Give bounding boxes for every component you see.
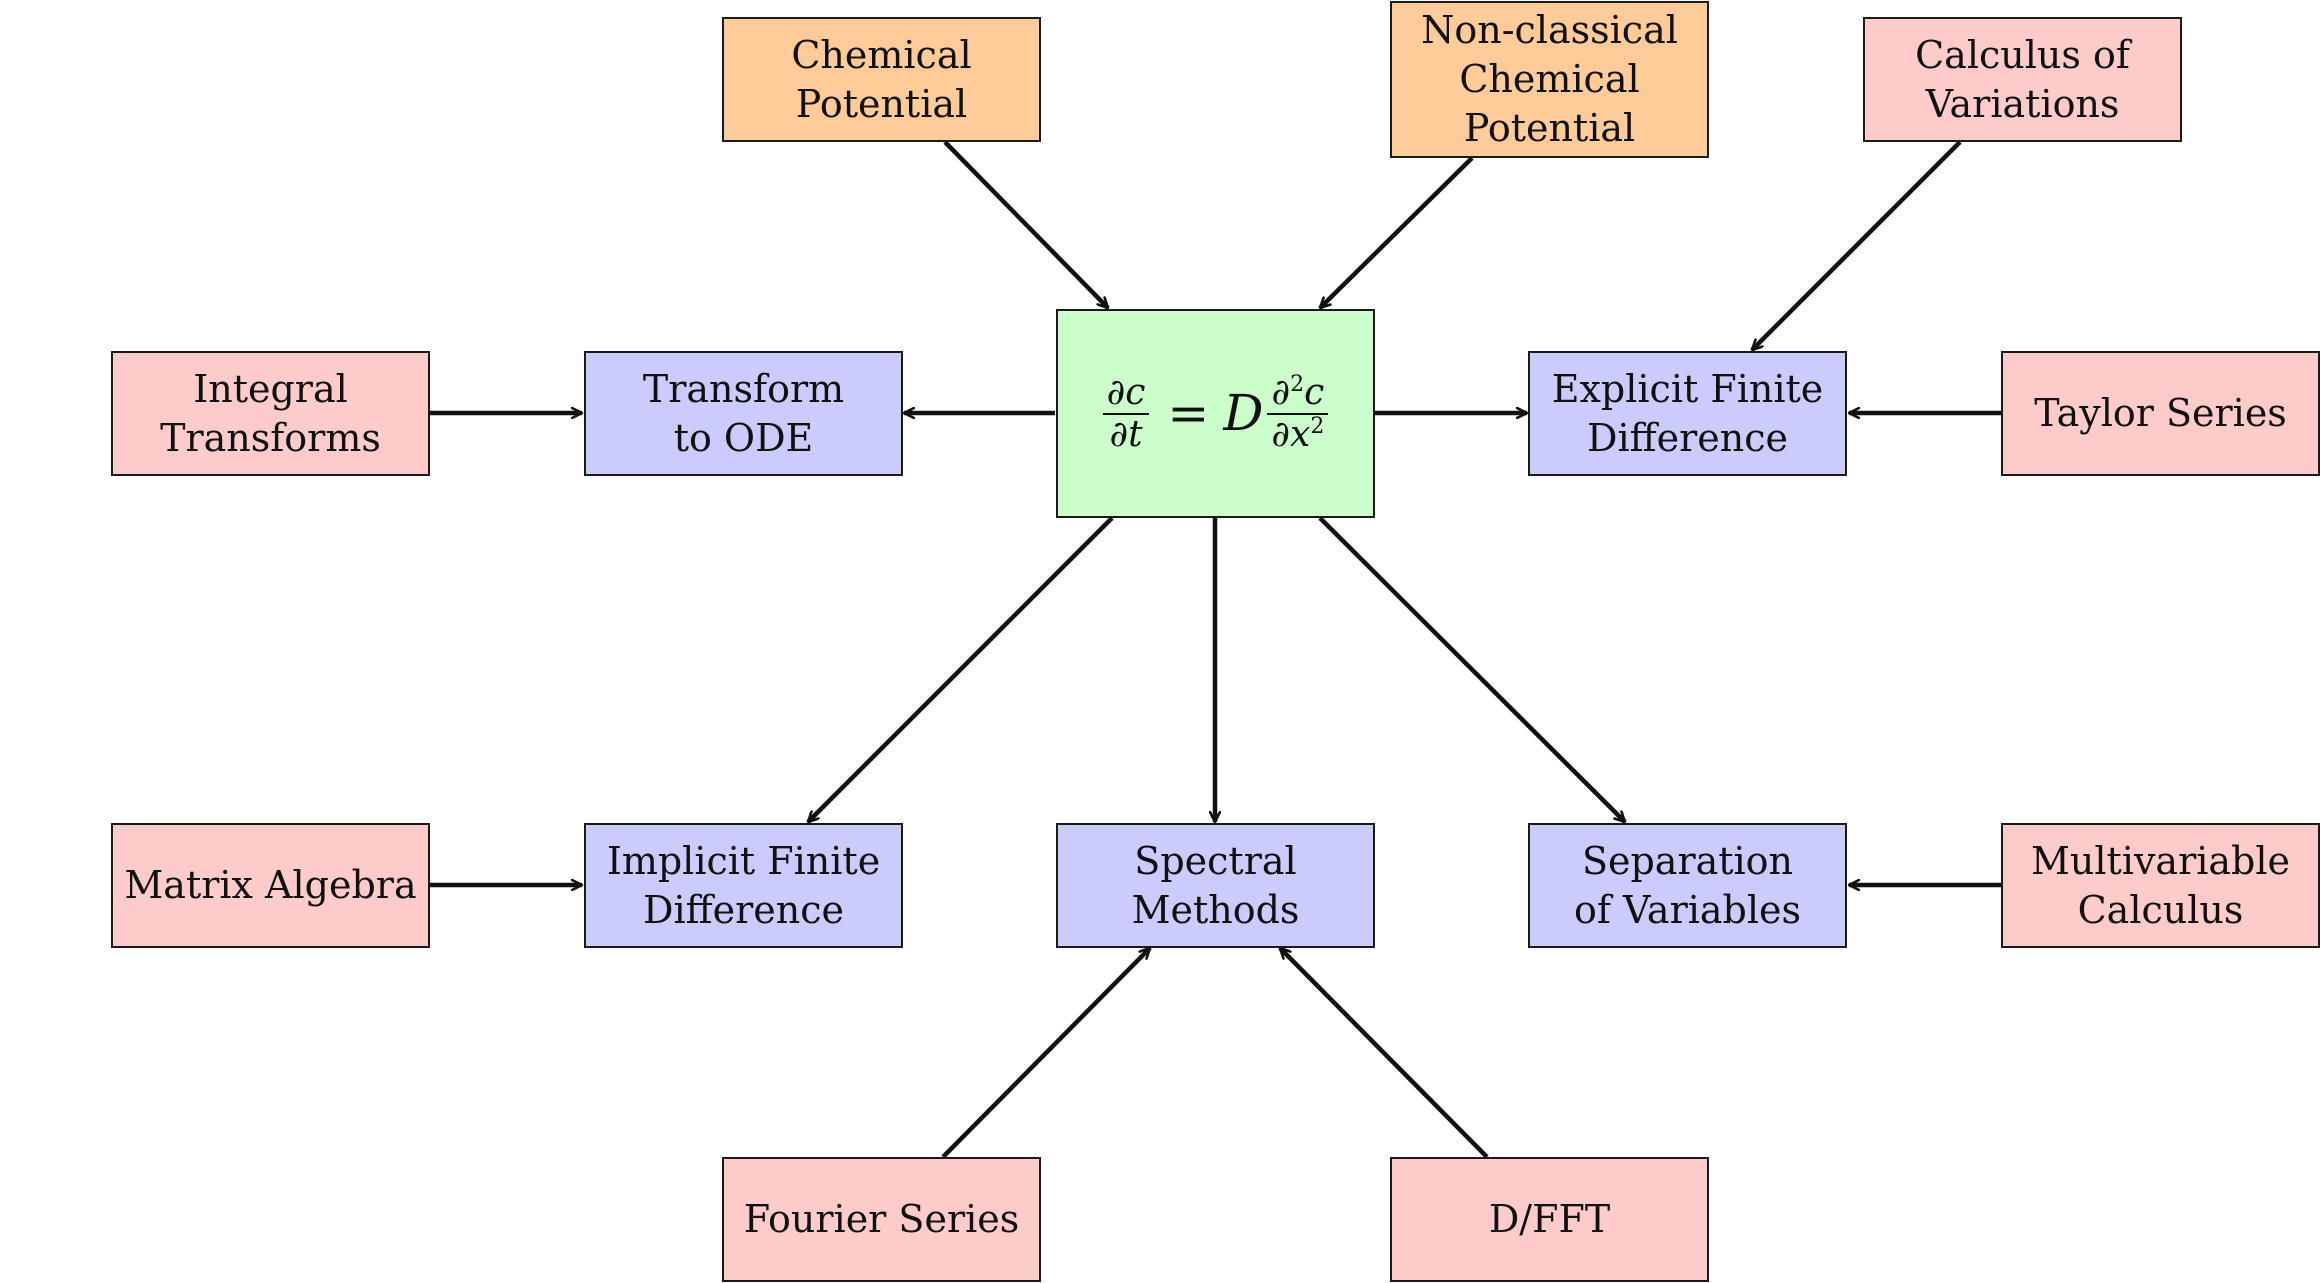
edge-equation-to-separation (1318, 516, 1627, 824)
diffusion-coefficient: D (1223, 384, 1264, 442)
edge-fourier-to-spectral (941, 946, 1152, 1159)
rhs-numerator: ∂2c (1271, 371, 1325, 413)
node-fourier-series: Fourier Series (722, 1157, 1041, 1282)
lhs-fraction: ∂c ∂t (1102, 371, 1150, 455)
lhs-denominator: ∂t (1109, 413, 1143, 455)
node-nonclassical-chemical-potential: Non-classical Chemical Potential (1390, 1, 1709, 158)
node-diffusion-equation: ∂c ∂t = D ∂2c ∂x2 (1056, 309, 1375, 518)
node-chemical-potential: Chemical Potential (722, 17, 1041, 142)
node-implicit-finite-difference: Implicit Finite Difference (584, 823, 903, 948)
node-dfft: D/FFT (1390, 1157, 1709, 1282)
diffusion-equation: ∂c ∂t = D ∂2c ∂x2 (1099, 371, 1333, 455)
rhs-fraction: ∂2c ∂x2 (1267, 371, 1329, 455)
edge-dfft-to-spectral (1278, 946, 1489, 1159)
node-integral-transforms: Integral Transforms (111, 351, 430, 476)
lhs-numerator: ∂c (1106, 371, 1146, 413)
edge-calc-var-to-explicit (1750, 140, 1962, 352)
node-separation-of-variables: Separation of Variables (1528, 823, 1847, 948)
node-transform-to-ode: Transform to ODE (584, 351, 903, 476)
node-matrix-algebra: Matrix Algebra (111, 823, 430, 948)
edge-equation-to-implicit (806, 516, 1114, 824)
equals-sign: = (1167, 384, 1210, 442)
node-multivariable-calculus: Multivariable Calculus (2001, 823, 2320, 948)
edge-chem-pot-to-equation (943, 140, 1110, 310)
rhs-denominator: ∂x2 (1271, 413, 1325, 455)
node-calculus-of-variations: Calculus of Variations (1863, 17, 2182, 142)
node-spectral-methods: Spectral Methods (1056, 823, 1375, 948)
edge-nonclassical-to-equation (1318, 156, 1474, 310)
node-explicit-finite-difference: Explicit Finite Difference (1528, 351, 1847, 476)
node-taylor-series: Taylor Series (2001, 351, 2320, 476)
